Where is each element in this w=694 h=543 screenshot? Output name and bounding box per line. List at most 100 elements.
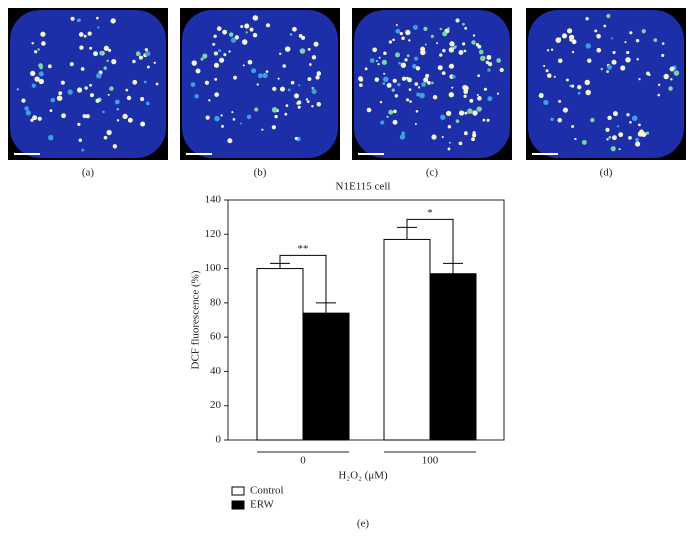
cell	[596, 34, 601, 39]
cell	[610, 146, 616, 152]
y-tick-label: 120	[205, 228, 222, 240]
cell	[138, 55, 143, 60]
cell	[145, 101, 150, 106]
cell	[605, 127, 610, 132]
cell	[620, 65, 626, 71]
cell	[49, 109, 53, 113]
cell	[274, 114, 278, 119]
cell	[538, 93, 544, 99]
cell	[316, 71, 322, 76]
cell	[50, 97, 56, 103]
cell	[557, 117, 562, 123]
cell	[109, 86, 114, 91]
cell	[455, 119, 460, 124]
cell	[271, 125, 276, 130]
bar	[429, 273, 477, 441]
cell	[431, 81, 434, 85]
cell	[214, 92, 220, 97]
cell	[463, 131, 468, 136]
cell	[477, 44, 482, 49]
cell	[30, 70, 36, 77]
cell	[56, 95, 63, 101]
cell	[313, 41, 319, 47]
cell	[78, 32, 84, 37]
cell	[87, 31, 92, 36]
cell	[401, 76, 407, 81]
cell	[441, 71, 446, 76]
panel-label: (b)	[254, 167, 267, 179]
cell	[458, 110, 465, 116]
cell	[417, 86, 421, 89]
cell	[213, 62, 220, 68]
cell	[32, 115, 38, 121]
cell	[447, 27, 450, 30]
cell	[223, 53, 227, 57]
cell	[76, 87, 83, 93]
cell	[478, 49, 484, 55]
cell	[673, 70, 680, 76]
cell	[392, 38, 395, 42]
cell	[205, 115, 210, 120]
cell	[34, 76, 40, 82]
cell	[114, 99, 120, 105]
cell	[404, 58, 408, 62]
cell	[483, 87, 488, 91]
cell	[482, 118, 486, 122]
cell	[476, 93, 479, 97]
cell	[395, 52, 401, 58]
cell	[220, 114, 223, 117]
cell	[110, 18, 116, 24]
cell	[37, 116, 42, 121]
cell	[543, 64, 546, 67]
cell	[357, 76, 364, 82]
cell	[557, 58, 563, 63]
cell	[222, 29, 228, 35]
cell	[581, 139, 587, 145]
cell	[388, 109, 394, 115]
cell	[228, 50, 231, 53]
cell	[311, 105, 314, 108]
cell	[106, 59, 109, 63]
cell	[292, 26, 297, 32]
cell	[143, 80, 147, 84]
cell	[635, 137, 639, 142]
cell	[307, 77, 312, 81]
cell	[78, 138, 83, 142]
cell	[61, 113, 66, 119]
cell	[80, 67, 85, 71]
cell	[423, 77, 429, 83]
cell	[127, 117, 133, 123]
cell	[379, 100, 383, 104]
cell	[233, 75, 237, 80]
panel-label: (c)	[426, 167, 439, 179]
cell	[472, 133, 477, 138]
cell	[561, 33, 568, 39]
caption: (e)	[357, 518, 370, 530]
cell	[408, 88, 412, 91]
cell	[587, 58, 592, 63]
cell	[39, 65, 43, 70]
cell	[297, 105, 301, 109]
cell	[499, 67, 504, 73]
cell	[585, 43, 591, 49]
cell	[239, 122, 243, 125]
cell	[447, 147, 451, 151]
cell	[395, 28, 401, 34]
cell	[240, 25, 244, 28]
cell	[252, 32, 258, 38]
cell	[641, 131, 647, 138]
cell	[431, 134, 437, 140]
cell	[571, 50, 575, 54]
cell	[359, 83, 363, 87]
cell	[419, 92, 425, 99]
cell	[439, 53, 443, 57]
cell	[401, 36, 405, 40]
cell	[279, 86, 286, 92]
cell	[487, 68, 491, 72]
cell	[638, 77, 641, 81]
cell	[448, 141, 451, 144]
cell	[607, 115, 612, 121]
cell	[577, 91, 581, 95]
cell	[550, 48, 554, 51]
bar	[383, 238, 431, 441]
